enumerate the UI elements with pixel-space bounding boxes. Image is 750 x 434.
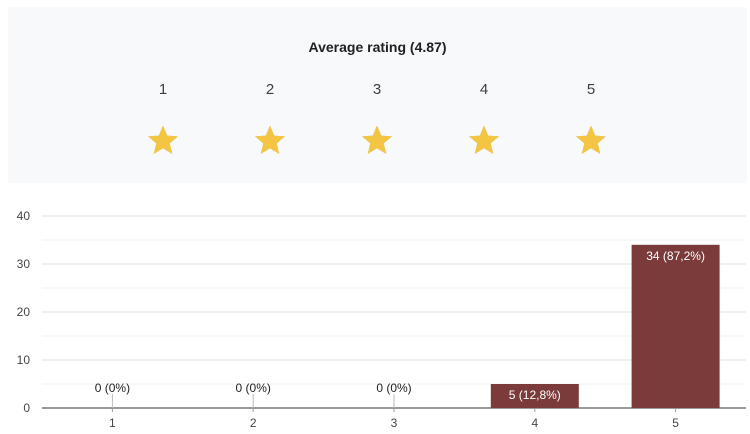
star-icon [576, 125, 606, 154]
data-label: 0 (0%) [376, 381, 411, 395]
data-label: 0 (0%) [95, 381, 130, 395]
x-tick-label: 5 [672, 416, 679, 430]
star-icon [148, 125, 178, 154]
star-icon [469, 125, 499, 154]
y-tick-label: 10 [17, 353, 31, 367]
data-label: 34 (87,2%) [646, 249, 705, 263]
average-rating-title: Average rating (4.87) [308, 39, 447, 55]
y-tick-label: 20 [17, 305, 31, 319]
y-tick-label: 0 [23, 401, 30, 415]
star-icon [255, 125, 285, 154]
x-tick-label: 4 [531, 416, 538, 430]
star-number-2: 2 [265, 81, 275, 98]
star-number-3: 3 [372, 81, 382, 98]
x-tick-label: 2 [250, 416, 257, 430]
data-label: 5 (12,8%) [509, 388, 561, 402]
x-tick-label: 3 [391, 416, 398, 430]
average-rating-panel: Average rating (4.87) 1 2 3 4 5 [8, 7, 747, 183]
y-tick-label: 30 [17, 257, 31, 271]
star-number-4: 4 [479, 81, 489, 98]
rating-distribution-chart: 0 10 20 30 40 1 0 (0%) 2 0 (0%) 3 0 (0%) 4 5 (12,8%)… [17, 209, 746, 430]
data-label: 0 (0%) [236, 381, 271, 395]
star-number-5: 5 [586, 81, 596, 98]
x-tick-label: 1 [109, 416, 116, 430]
bar-4 [490, 384, 579, 408]
star-icon [362, 125, 392, 154]
y-tick-label: 40 [17, 209, 31, 223]
star-number-1: 1 [158, 81, 168, 98]
bar-5 [631, 244, 720, 408]
